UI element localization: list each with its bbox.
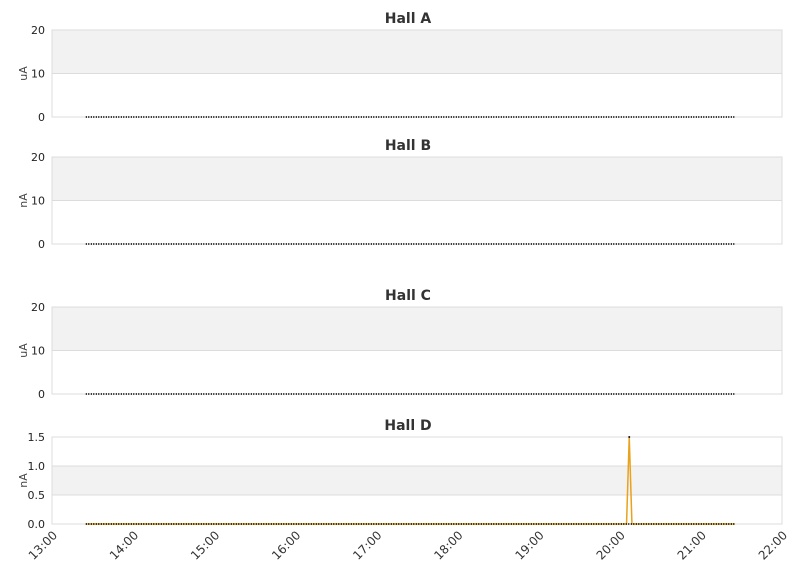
y-tick-label: 1.5 [28, 431, 46, 444]
plot-band [52, 157, 782, 201]
y-axis-label: uA [17, 343, 30, 358]
y-tick-label: 0 [38, 111, 45, 124]
plot-band [52, 30, 782, 74]
y-tick-label: 0.0 [28, 518, 46, 531]
panel-hall-a: 0 10 20 uA Hall A [17, 11, 783, 124]
plot-frame [51, 29, 783, 118]
x-tick-label: 16:00 [269, 528, 303, 562]
x-tick-label: 17:00 [350, 528, 384, 562]
x-tick-label: 18:00 [431, 528, 465, 562]
y-tick-label: 0.5 [28, 489, 46, 502]
plot-band [52, 307, 782, 351]
chart-title: Hall A [385, 11, 432, 27]
data-point [628, 436, 631, 438]
panel-hall-c: 0 10 20 uA Hall C [17, 288, 783, 401]
y-tick-label: 10 [31, 68, 45, 81]
y-tick-label: 10 [31, 345, 45, 358]
y-tick-label: 1.0 [28, 460, 46, 473]
x-tick-label: 19:00 [512, 528, 546, 562]
y-tick-label: 20 [31, 151, 45, 164]
chart-title: Hall C [385, 288, 431, 304]
x-tick-label: 22:00 [756, 528, 790, 562]
plot-band [52, 466, 782, 495]
y-tick-label: 0 [38, 238, 45, 251]
x-tick-label: 20:00 [594, 528, 628, 562]
y-tick-label: 20 [31, 24, 45, 37]
y-axis-label: nA [17, 473, 30, 488]
x-tick-label: 14:00 [107, 528, 141, 562]
y-tick-label: 0 [38, 388, 45, 401]
y-tick-label: 10 [31, 195, 45, 208]
plot-frame [51, 156, 783, 245]
chart-title: Hall D [384, 418, 431, 434]
x-tick-label: 15:00 [188, 528, 222, 562]
chart-title: Hall B [385, 138, 431, 154]
y-axis-label: uA [17, 66, 30, 81]
y-axis-label: nA [17, 193, 30, 208]
y-tick-label: 20 [31, 301, 45, 314]
x-tick-label: 21:00 [675, 528, 709, 562]
plot-frame [51, 306, 783, 395]
panel-hall-d: 0.0 0.5 1.0 1.5 nA Hall D [17, 418, 783, 531]
x-tick-label: 13:00 [26, 528, 60, 562]
panel-hall-b: 0 10 20 nA Hall B [17, 138, 783, 251]
